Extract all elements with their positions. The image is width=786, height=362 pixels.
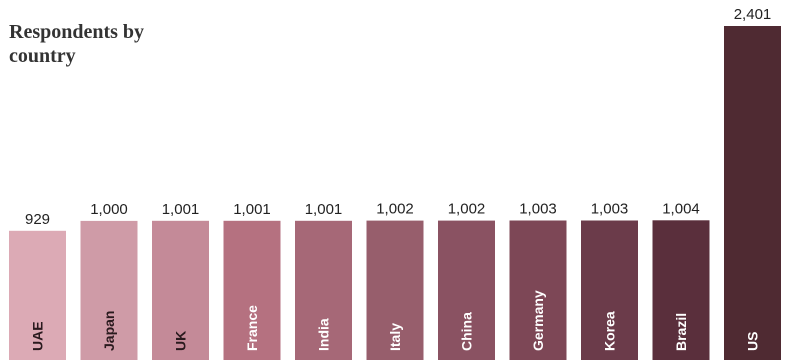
bar-korea <box>581 220 638 360</box>
value-label-korea: 1,003 <box>591 201 629 218</box>
value-label-italy: 1,002 <box>376 201 414 218</box>
bar-germany <box>509 220 567 360</box>
value-label-india: 1,001 <box>305 201 343 218</box>
category-label-china: China <box>459 312 475 351</box>
category-label-italy: Italy <box>387 323 403 351</box>
bar-uk <box>152 220 209 360</box>
category-label-us: US <box>745 332 761 351</box>
category-label-germany: Germany <box>530 290 546 351</box>
chart-title: Respondents by country <box>9 21 145 67</box>
value-label-japan: 1,000 <box>90 201 128 218</box>
value-label-us: 2,401 <box>734 6 772 23</box>
category-label-uae: UAE <box>30 321 46 351</box>
category-label-korea: Korea <box>602 311 618 351</box>
category-label-japan: Japan <box>101 311 117 351</box>
value-label-uk: 1,001 <box>162 201 200 218</box>
value-label-uae: 929 <box>25 211 50 228</box>
category-label-india: India <box>316 318 332 351</box>
category-label-france: France <box>244 305 260 351</box>
category-label-brazil: Brazil <box>673 313 689 351</box>
value-label-germany: 1,003 <box>519 201 557 218</box>
bar-uae <box>9 230 66 360</box>
value-label-france: 1,001 <box>233 201 271 218</box>
bar-france <box>223 220 281 360</box>
value-label-brazil: 1,004 <box>662 200 700 217</box>
category-label-uk: UK <box>173 331 189 351</box>
bar-us <box>724 26 781 360</box>
bar-brazil <box>652 220 710 360</box>
bar-china <box>438 220 495 360</box>
bar-japan <box>80 220 138 360</box>
bar-italy <box>366 220 424 360</box>
value-label-china: 1,002 <box>448 201 486 218</box>
bar-india <box>295 220 352 360</box>
